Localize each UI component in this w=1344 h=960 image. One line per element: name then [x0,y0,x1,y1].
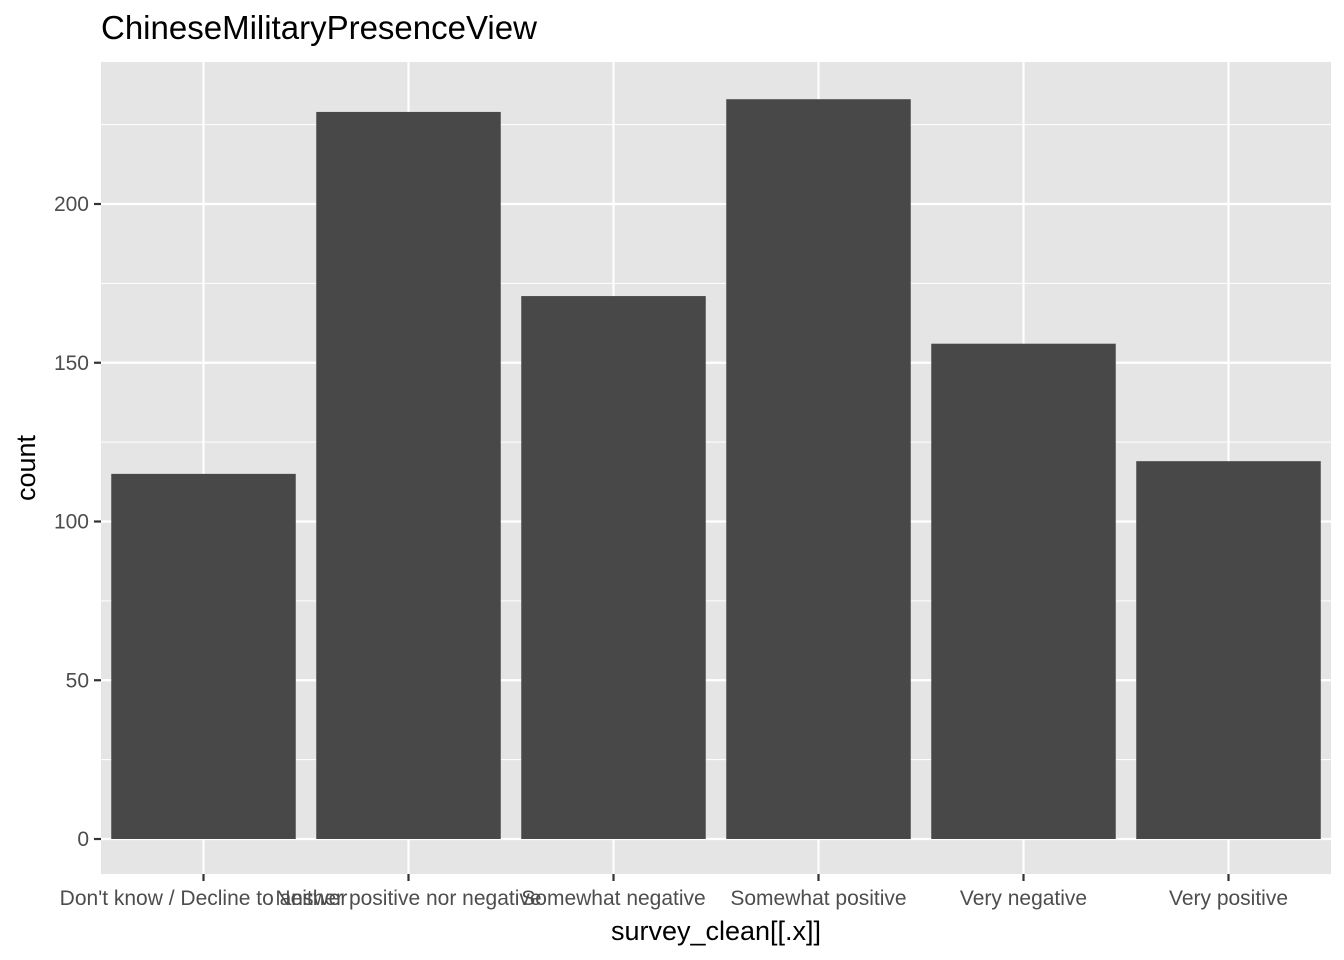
x-tick-label: Somewhat positive [730,887,906,910]
minor-gridlines [101,124,1331,761]
bar [1136,461,1321,839]
x-tick-label: Very negative [960,887,1087,910]
x-tick-label: Don't know / Decline to answer [60,887,348,910]
y-tick-label: 0 [77,828,89,851]
y-tick-label: 150 [54,352,89,375]
bar [111,473,296,839]
y-axis-title: count [11,434,41,501]
bar [726,99,911,840]
y-axis: 0 50 100 150 200 [54,193,101,851]
bar [521,296,706,839]
x-axis-title: survey_clean[[.x]] [611,916,821,946]
bar [316,111,501,840]
y-tick-label: 50 [66,669,89,692]
x-tick-label: Neither positive nor negative [275,887,541,910]
plot-panel [101,62,1331,874]
x-tick-label: Somewhat negative [521,887,705,910]
chart-title: ChineseMilitaryPresenceView [101,9,537,46]
y-tick-label: 200 [54,193,89,216]
y-tick-label: 100 [54,511,89,534]
x-tick-label: Very positive [1169,887,1288,910]
bars [111,99,1321,840]
bar [931,343,1116,839]
